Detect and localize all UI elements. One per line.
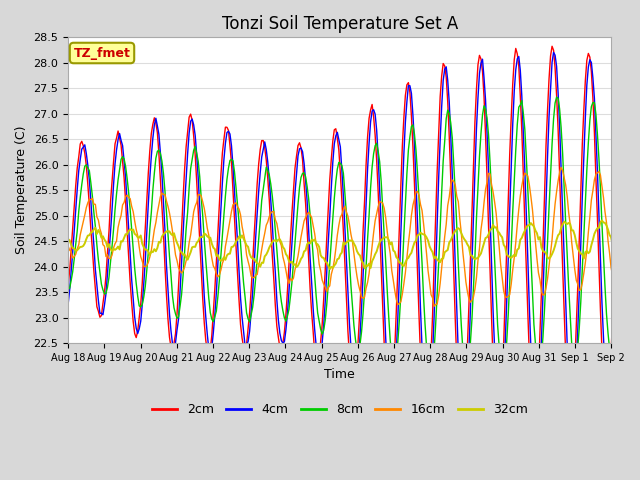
Title: Tonzi Soil Temperature Set A: Tonzi Soil Temperature Set A xyxy=(221,15,458,33)
4cm xyxy=(84,162,92,168)
Legend: 2cm, 4cm, 8cm, 16cm, 32cm: 2cm, 4cm, 8cm, 16cm, 32cm xyxy=(147,398,532,421)
32cm xyxy=(102,239,110,245)
X-axis label: Time: Time xyxy=(324,368,355,381)
16cm xyxy=(64,243,72,249)
16cm xyxy=(566,222,574,228)
32cm xyxy=(64,236,72,242)
4cm xyxy=(102,291,110,297)
2cm xyxy=(84,181,92,187)
8cm xyxy=(566,313,574,319)
8cm xyxy=(426,373,433,379)
8cm xyxy=(84,165,92,171)
4cm xyxy=(461,417,468,422)
32cm xyxy=(84,233,92,239)
32cm xyxy=(565,220,573,226)
2cm xyxy=(64,282,72,288)
8cm xyxy=(553,94,561,100)
4cm xyxy=(550,49,557,55)
Text: TZ_fmet: TZ_fmet xyxy=(74,47,131,60)
Line: 4cm: 4cm xyxy=(68,52,640,420)
Y-axis label: Soil Temperature (C): Soil Temperature (C) xyxy=(15,126,28,254)
16cm xyxy=(557,165,565,170)
Line: 16cm: 16cm xyxy=(68,168,640,306)
4cm xyxy=(479,56,486,62)
2cm xyxy=(102,273,110,279)
4cm xyxy=(64,301,72,307)
8cm xyxy=(102,290,110,296)
16cm xyxy=(102,253,110,259)
32cm xyxy=(364,263,371,269)
2cm xyxy=(458,422,465,428)
16cm xyxy=(479,216,486,221)
2cm xyxy=(362,162,370,168)
32cm xyxy=(326,266,333,272)
Line: 8cm: 8cm xyxy=(68,97,640,376)
16cm xyxy=(362,286,370,291)
4cm xyxy=(566,395,574,400)
8cm xyxy=(64,287,72,292)
Line: 32cm: 32cm xyxy=(68,217,640,269)
Line: 2cm: 2cm xyxy=(68,46,640,425)
2cm xyxy=(479,68,486,74)
8cm xyxy=(479,112,486,118)
2cm xyxy=(566,411,574,417)
32cm xyxy=(479,245,486,251)
16cm xyxy=(430,303,438,309)
8cm xyxy=(362,264,370,270)
2cm xyxy=(548,43,556,49)
4cm xyxy=(362,203,370,208)
16cm xyxy=(84,200,92,205)
32cm xyxy=(636,215,640,220)
